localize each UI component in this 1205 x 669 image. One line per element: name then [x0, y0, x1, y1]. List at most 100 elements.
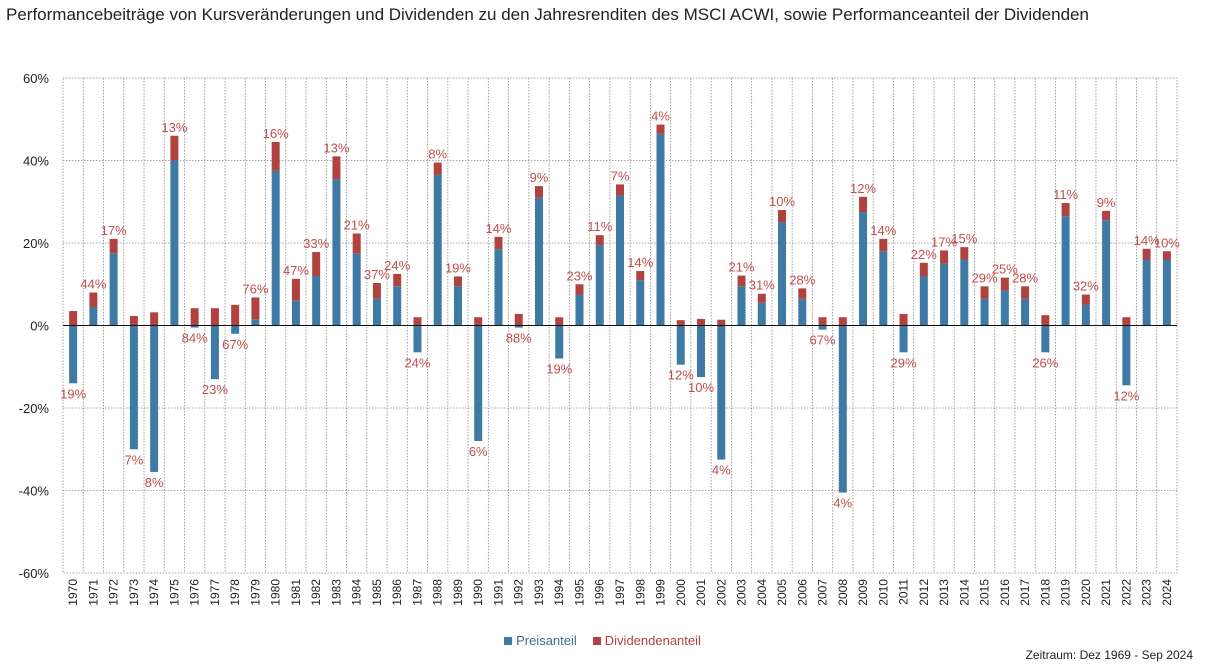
- dividend-bar: [413, 317, 422, 326]
- data-label: 28%: [789, 272, 815, 287]
- x-tick-label: 2023: [1140, 579, 1154, 606]
- x-tick-label: 2008: [836, 579, 850, 606]
- price-bar: [899, 325, 908, 353]
- data-label: 84%: [182, 331, 208, 346]
- x-tick-label: 1976: [188, 579, 202, 606]
- price-bar: [494, 249, 503, 326]
- data-label: 29%: [891, 355, 917, 370]
- dividend-bar: [595, 235, 604, 246]
- dividend-bar: [717, 319, 726, 326]
- x-tick-label: 2010: [876, 579, 890, 606]
- price-bar: [717, 325, 726, 460]
- price-bar: [312, 276, 321, 326]
- x-tick-label: 2020: [1079, 579, 1093, 606]
- data-label: 29%: [972, 270, 998, 285]
- dividend-bar: [899, 313, 908, 326]
- price-bar: [1162, 259, 1171, 326]
- price-bar: [1102, 220, 1111, 326]
- dividend-bar: [474, 317, 483, 326]
- dividend-bar: [859, 196, 868, 213]
- price-bar: [879, 251, 888, 326]
- dividend-bar: [636, 271, 645, 281]
- data-label: 32%: [1073, 279, 1099, 294]
- data-label: 19%: [546, 362, 572, 377]
- x-tick-label: 1987: [410, 579, 424, 606]
- dividend-bar: [89, 292, 98, 307]
- dividend-bar: [393, 273, 402, 287]
- data-label: 37%: [364, 267, 390, 282]
- x-tick-label: 1996: [593, 579, 607, 606]
- dividend-bar: [1021, 286, 1030, 299]
- dividend-bar: [312, 252, 321, 276]
- x-tick-label: 2004: [755, 579, 769, 606]
- data-label: 21%: [344, 218, 370, 233]
- data-label: 13%: [161, 120, 187, 135]
- dividend-bar: [879, 238, 888, 252]
- x-tick-label: 1999: [654, 579, 668, 606]
- x-tick-label: 1991: [491, 579, 505, 606]
- x-tick-label: 1977: [208, 579, 222, 606]
- price-bar: [109, 253, 118, 326]
- data-label: 10%: [688, 380, 714, 395]
- price-bar: [433, 174, 442, 326]
- data-label: 11%: [587, 219, 612, 234]
- dividend-bar: [1142, 248, 1151, 260]
- x-tick-label: 1981: [289, 579, 303, 606]
- dividend-bar: [838, 317, 847, 326]
- dividend-bar: [190, 308, 199, 326]
- dividend-bar: [1000, 277, 1009, 291]
- data-label: 8%: [428, 147, 447, 162]
- dividend-bar: [69, 311, 78, 326]
- x-tick-label: 2001: [694, 579, 708, 606]
- dividend-bar: [170, 135, 179, 161]
- data-label: 4%: [712, 463, 731, 478]
- dividend-bar: [534, 186, 543, 198]
- data-label: 10%: [1154, 235, 1180, 250]
- x-tick-label: 2016: [998, 579, 1012, 606]
- price-bar: [818, 325, 827, 330]
- price-bar: [1081, 304, 1090, 326]
- data-label: 28%: [1012, 270, 1038, 285]
- price-bar: [534, 197, 543, 326]
- dividend-bar: [798, 288, 807, 299]
- data-label: 8%: [145, 475, 164, 490]
- dividend-bar: [1122, 317, 1131, 326]
- data-label: 24%: [384, 258, 410, 273]
- x-tick-label: 1986: [390, 579, 404, 606]
- dividend-bar: [1061, 202, 1070, 217]
- x-tick-label: 1984: [350, 579, 364, 606]
- price-bar: [940, 263, 949, 326]
- x-tick-label: 1980: [269, 579, 283, 606]
- x-tick-label: 1975: [167, 579, 181, 606]
- price-bar: [514, 325, 523, 328]
- dividend-bar: [575, 284, 584, 295]
- data-label: 23%: [202, 382, 228, 397]
- data-label: 21%: [729, 260, 755, 275]
- data-label: 67%: [222, 337, 248, 352]
- price-bar: [919, 276, 928, 326]
- price-bar: [69, 325, 78, 384]
- dividend-bar: [1041, 315, 1050, 326]
- x-tick-label: 1979: [248, 579, 262, 606]
- x-tick-label: 1993: [532, 579, 546, 606]
- data-label: 9%: [530, 170, 549, 185]
- data-label: 15%: [951, 231, 977, 246]
- price-bar: [251, 319, 260, 326]
- price-bar: [1122, 325, 1131, 386]
- price-bar: [555, 325, 564, 359]
- dividend-bar: [271, 141, 280, 171]
- dividend-bar: [656, 124, 665, 134]
- data-label: 13%: [323, 140, 349, 155]
- x-tick-label: 1970: [66, 579, 80, 606]
- legend-label-price: Preisanteil: [516, 633, 577, 648]
- dividend-bar: [494, 236, 503, 250]
- y-tick-label: 20%: [23, 236, 49, 251]
- x-tick-label: 1988: [431, 579, 445, 606]
- price-bar: [372, 298, 381, 326]
- x-tick-label: 1989: [451, 579, 465, 606]
- dividend-bar: [676, 320, 685, 326]
- price-bar: [697, 325, 706, 378]
- price-bar: [616, 195, 624, 326]
- x-tick-label: 1973: [127, 579, 141, 606]
